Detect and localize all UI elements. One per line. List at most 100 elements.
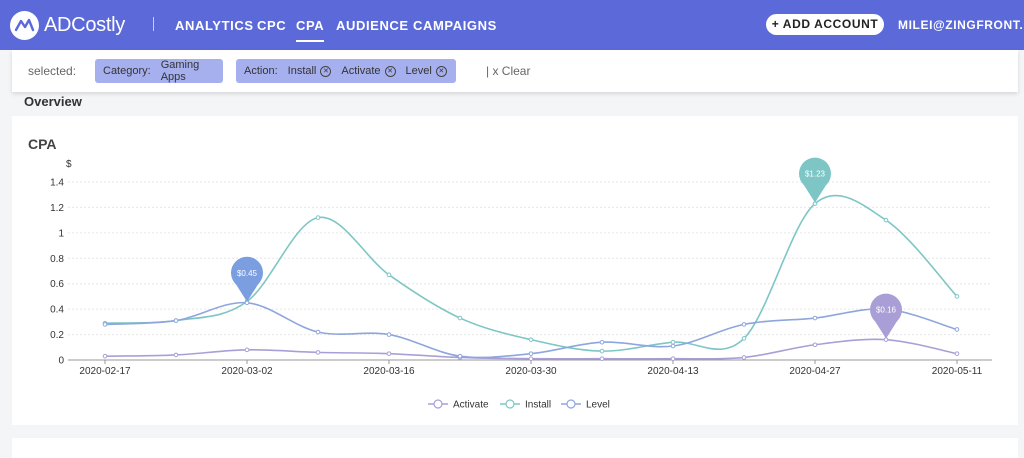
legend-marker-activate <box>433 399 443 409</box>
x-tick-label: 2020-03-02 <box>221 366 273 377</box>
action-key: Action: <box>244 65 278 77</box>
category-key: Category: <box>103 65 151 77</box>
x-axis: 2020-02-17 2020-03-02 2020-03-16 2020-03-30… <box>79 360 983 377</box>
clear-filters-button[interactable]: | x Clear <box>486 64 531 78</box>
point-activate <box>386 351 392 356</box>
selected-label: selected: <box>28 64 77 78</box>
x-tick-label: 2020-04-13 <box>647 366 699 377</box>
legend: Activate Install Level <box>428 399 610 411</box>
y-axis: 0 0.2 0.4 0.6 0.8 1 1.2 1.4 <box>50 178 64 367</box>
annotation-pin: $0.16 <box>870 293 902 339</box>
annotation-label: $1.23 <box>805 170 826 179</box>
point-install <box>386 272 392 278</box>
overview-heading: Overview <box>24 94 82 109</box>
line-activate <box>104 338 958 360</box>
y-tick-label: 0 <box>58 356 64 367</box>
add-account-button[interactable]: + ADD ACCOUNT <box>766 14 884 35</box>
next-card <box>12 438 1018 458</box>
logo-icon <box>10 11 39 40</box>
logo[interactable]: ADCostly <box>10 11 125 40</box>
point-activate <box>741 355 747 360</box>
x-tick-label: 2020-03-16 <box>363 366 415 377</box>
nav-audience[interactable]: AUDIENCE <box>336 18 409 33</box>
annotation-bubble <box>231 256 263 289</box>
point-activate <box>315 350 321 355</box>
legend-label-activate: Activate <box>453 400 489 411</box>
action-value-level: Level <box>405 65 432 77</box>
action-value-activate: Activate <box>341 65 381 77</box>
point-install <box>670 339 676 345</box>
point-install <box>741 336 747 341</box>
y-tick-label: 0.6 <box>50 279 64 290</box>
point-install <box>954 294 960 299</box>
point-level <box>812 315 818 321</box>
point-install <box>457 315 463 321</box>
point-level <box>670 343 676 349</box>
annotation-bubble <box>870 293 902 326</box>
user-menu[interactable]: MILEI@ZINGFRONT... <box>898 18 1024 32</box>
point-activate <box>599 356 605 362</box>
point-level <box>599 339 605 345</box>
series-lines <box>102 194 960 362</box>
point-install <box>315 215 321 220</box>
point-activate <box>812 342 818 348</box>
nav-analytics[interactable]: ANALYTICS <box>175 18 254 33</box>
point-install <box>599 348 605 354</box>
y-tick-label: 0.4 <box>50 305 64 316</box>
annotation-bubble <box>799 157 831 190</box>
point-install <box>883 217 889 223</box>
nav-cpc[interactable]: CPC <box>257 18 287 33</box>
action-value-install: Install <box>287 65 317 77</box>
annotation-label: $0.45 <box>237 269 258 278</box>
legend-item-activate: Activate <box>428 399 489 411</box>
point-install <box>528 337 534 342</box>
action-chip[interactable]: Action: Install ✕ Activate ✕ Level ✕ <box>236 59 456 83</box>
point-activate <box>173 352 179 358</box>
point-level <box>457 353 463 359</box>
chart-grid <box>68 181 992 361</box>
legend-item-level: Level <box>561 399 610 411</box>
y-tick-label: 1.2 <box>50 203 64 214</box>
point-level <box>173 318 179 323</box>
remove-activate-icon[interactable]: ✕ <box>384 65 396 77</box>
x-tick-label: 2020-05-11 <box>932 366 983 377</box>
x-tick-label: 2020-02-17 <box>79 366 131 377</box>
point-level <box>954 327 960 332</box>
legend-label-level: Level <box>586 400 610 411</box>
annotation-label: $0.16 <box>876 306 897 315</box>
point-level <box>741 322 747 327</box>
filter-bar: selected: Category: Gaming Apps Action: … <box>12 50 1018 92</box>
y-tick-label: 0.8 <box>50 254 64 265</box>
chart-card <box>12 116 1018 425</box>
legend-item-install: Install <box>500 399 551 411</box>
line-level <box>104 301 958 359</box>
y-tick-label: 0.2 <box>50 330 64 341</box>
point-activate <box>102 353 108 359</box>
annotation-pin: $1.23 <box>799 157 831 203</box>
y-tick-label: 1 <box>58 228 64 239</box>
point-activate <box>954 351 960 356</box>
logo-text: ADCostly <box>44 14 125 36</box>
chart-title: CPA <box>28 136 57 152</box>
category-value: Gaming Apps <box>160 59 200 83</box>
point-level <box>102 322 108 327</box>
x-tick-label: 2020-04-27 <box>789 366 841 377</box>
y-axis-unit: $ <box>66 159 72 170</box>
legend-marker-level <box>566 399 576 409</box>
remove-install-icon[interactable]: ✕ <box>320 65 332 77</box>
nav-campaigns[interactable]: CAMPAIGNS <box>413 18 497 33</box>
remove-level-icon[interactable]: ✕ <box>435 65 447 77</box>
point-activate <box>670 356 676 362</box>
legend-label-install: Install <box>525 400 551 411</box>
x-tick-label: 2020-03-30 <box>505 366 557 377</box>
category-chip[interactable]: Category: Gaming Apps <box>95 59 223 83</box>
annotations: $0.45 $1.23 $0.16 <box>231 157 902 339</box>
annotation-pin: $0.45 <box>231 256 263 302</box>
y-tick-label: 1.4 <box>50 178 64 189</box>
nav-cpa[interactable]: CPA <box>296 18 325 42</box>
nav-divider <box>153 17 154 31</box>
point-level <box>528 351 534 356</box>
top-nav: ADCostly ANALYTICS CPC CPA AUDIENCE CAMP… <box>0 0 1024 50</box>
point-level <box>315 329 321 335</box>
